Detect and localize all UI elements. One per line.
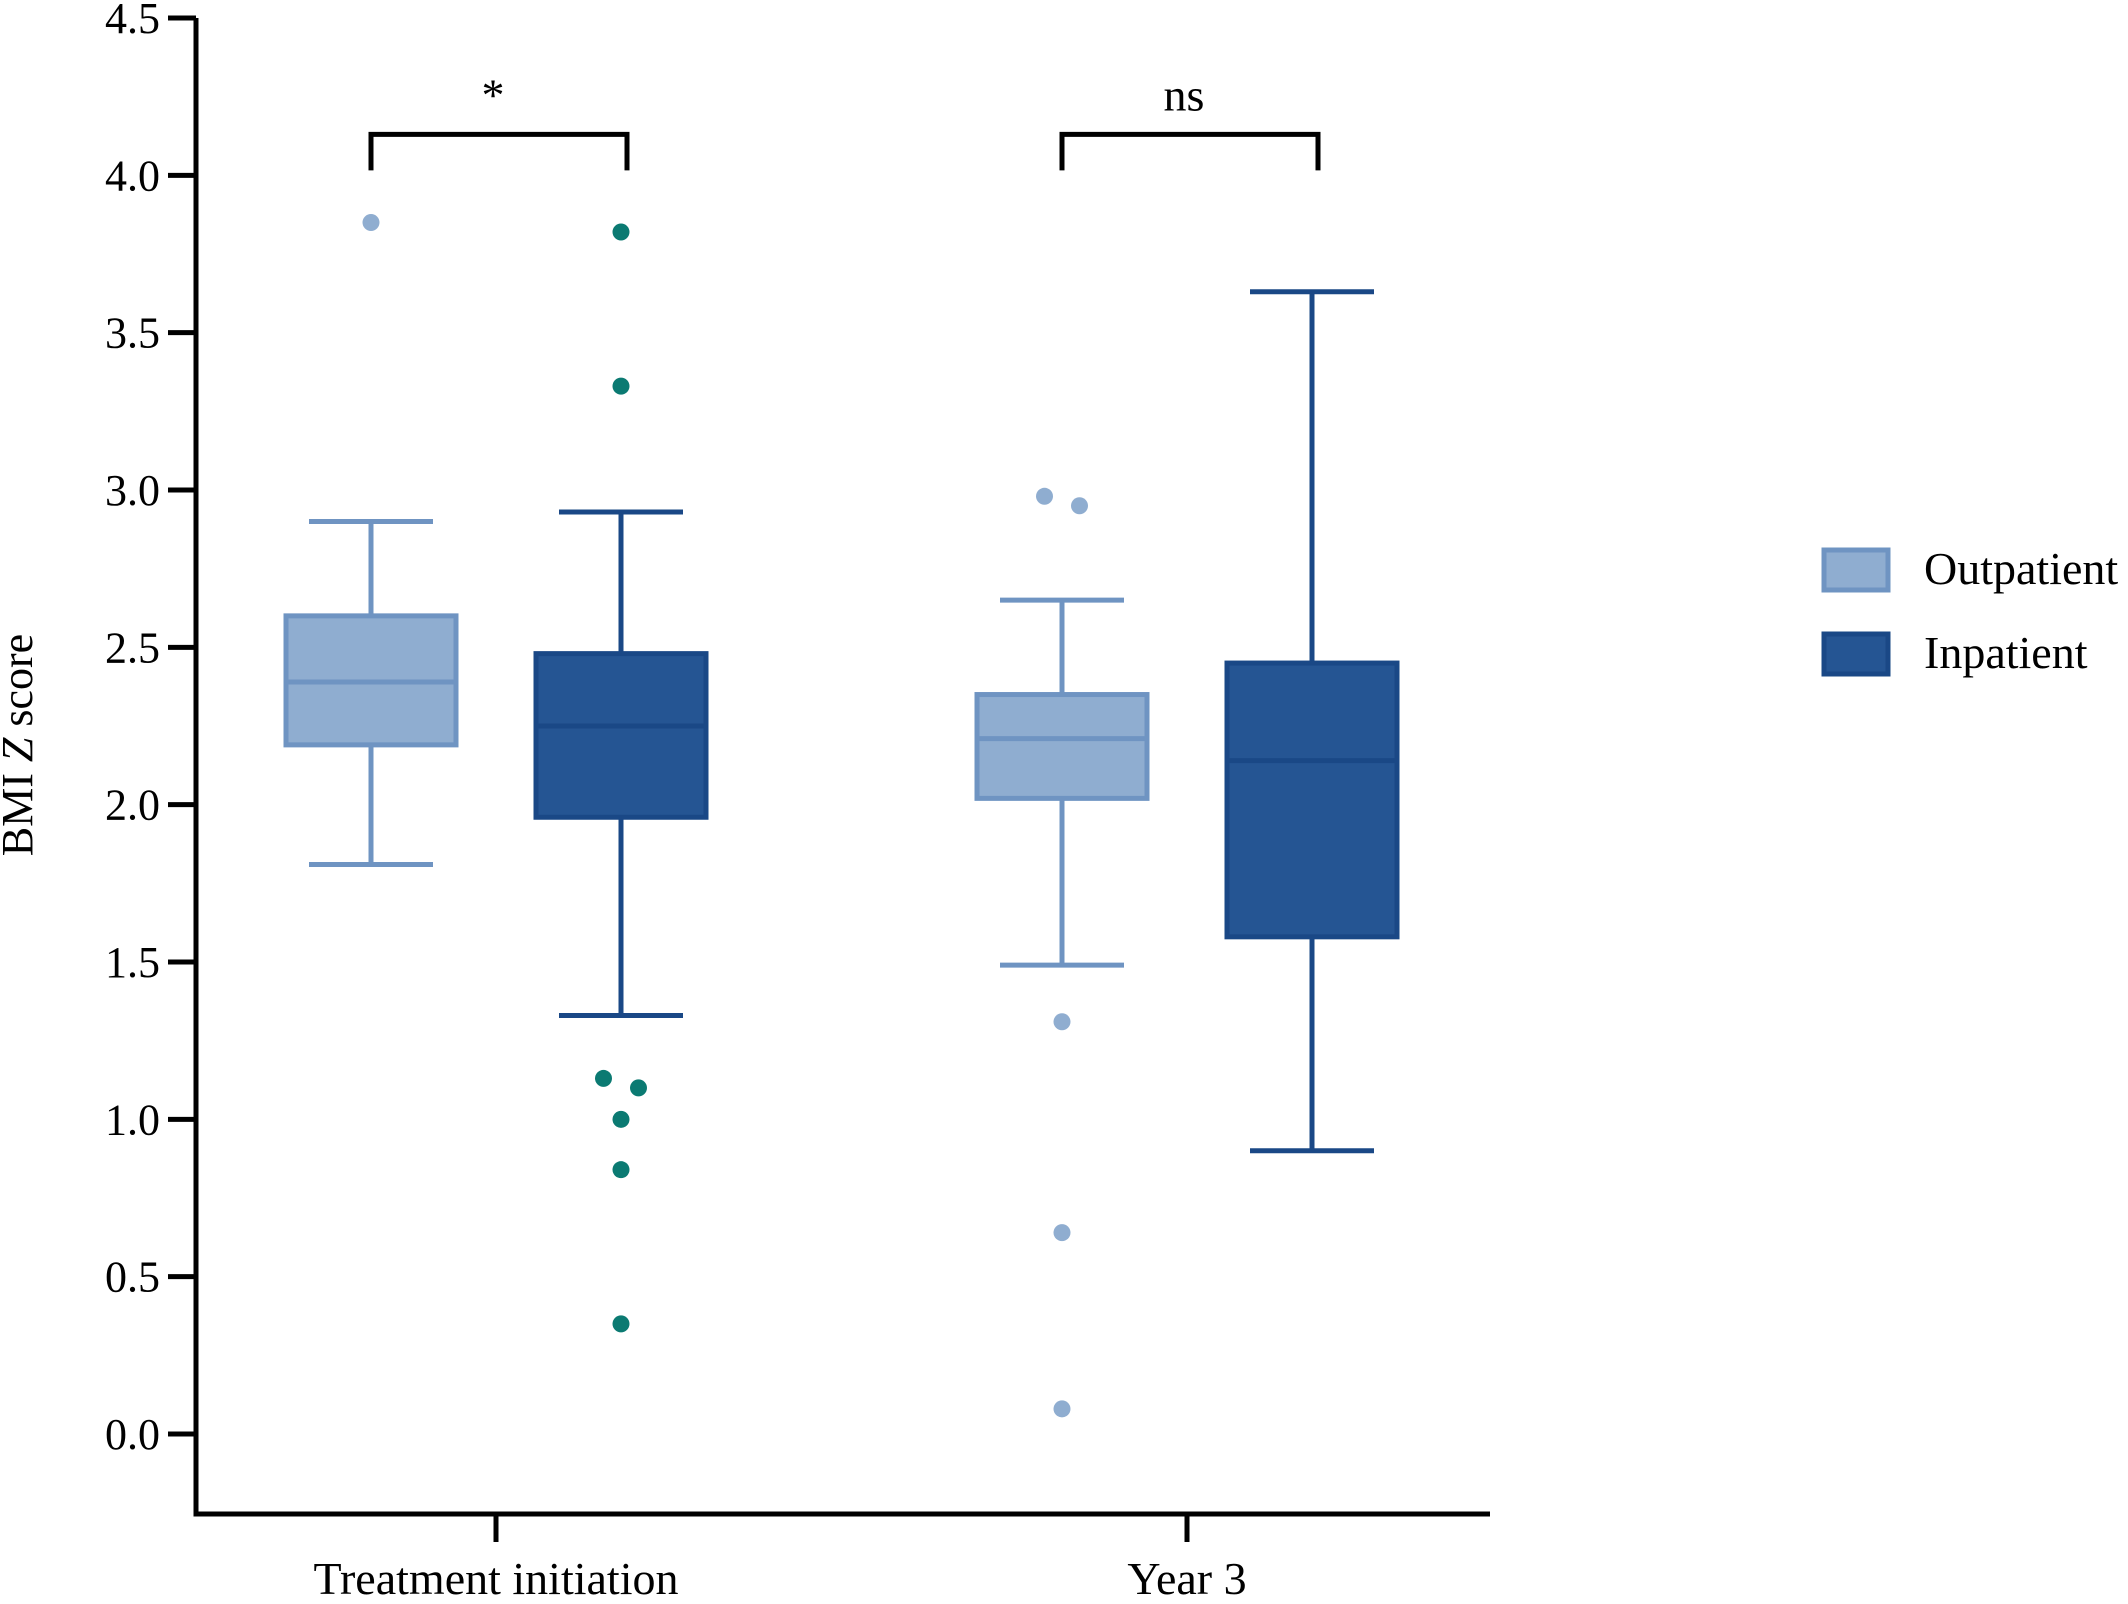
outlier-point [612, 1110, 630, 1128]
y-tick-label: 0.0 [105, 1410, 160, 1459]
legend-item-outpatient: Outpatient [1821, 543, 2118, 594]
bracket-line [368, 131, 630, 171]
box-iqr [974, 692, 1150, 801]
significance-bracket: ns [1059, 69, 1321, 171]
y-tick-label: 4.0 [105, 151, 160, 200]
outlier-point [1053, 1224, 1071, 1242]
legend-swatch [1821, 547, 1891, 593]
significance-label: ns [1164, 69, 1205, 120]
box-inpatient-year-3 [1224, 289, 1400, 1154]
legend-label: Inpatient [1924, 627, 2088, 678]
outlier-point [612, 1315, 630, 1333]
outlier-point [612, 377, 630, 395]
significance-label: * [482, 69, 505, 120]
box-outpatient-treatment-initiation [283, 518, 459, 867]
outlier-point [630, 1079, 647, 1097]
outlier-point [1053, 1013, 1071, 1031]
y-tick-label: 1.0 [105, 1095, 160, 1144]
box-iqr [533, 651, 709, 820]
outlier-point [1053, 1400, 1071, 1418]
y-tick-label: 3.5 [105, 309, 160, 358]
x-category-label: Year 3 [1127, 1553, 1246, 1599]
outlier-point [612, 1161, 630, 1179]
legend-item-inpatient: Inpatient [1821, 627, 2088, 678]
outlier-point [362, 214, 380, 232]
y-tick-label: 3.0 [105, 466, 160, 515]
y-tick-label: 2.0 [105, 781, 160, 830]
box-inpatient-treatment-initiation [533, 509, 709, 1018]
legend-swatch [1821, 631, 1891, 677]
outlier-point [1071, 497, 1088, 515]
y-tick-label: 4.5 [105, 0, 160, 43]
outlier-point [595, 1069, 612, 1087]
outlier-point [612, 223, 630, 241]
legend-label: Outpatient [1924, 543, 2118, 594]
box-outpatient-year-3 [974, 597, 1150, 968]
box-iqr [1224, 660, 1400, 940]
significance-bracket: * [368, 69, 630, 171]
x-category-label: Treatment initiation [314, 1553, 679, 1599]
y-axis-title: BMI Z score [0, 634, 42, 856]
bracket-line [1059, 131, 1321, 171]
y-tick-label: 2.5 [105, 623, 160, 672]
y-tick-label: 1.5 [105, 938, 160, 987]
outlier-point [1036, 487, 1053, 505]
y-tick-label: 0.5 [105, 1253, 160, 1302]
